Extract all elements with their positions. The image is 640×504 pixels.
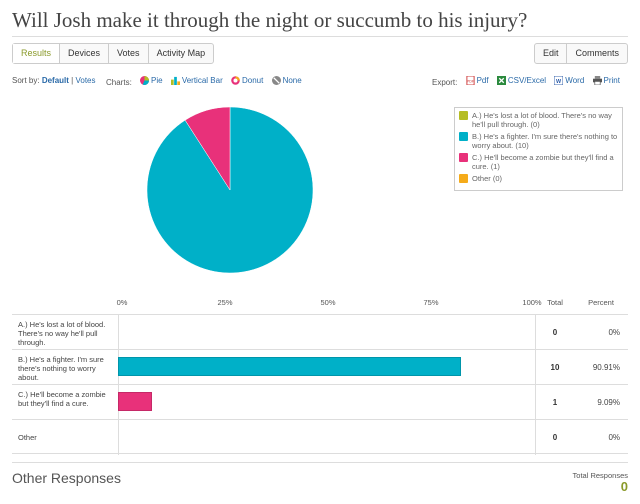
total-responses-count: 0 [620,479,628,494]
table-row: Other 0 0% [12,419,628,454]
pie-chart-icon [140,76,150,85]
total-header: Total [547,298,563,307]
sort-default-link[interactable]: Default [41,76,69,85]
chart-donut-option[interactable]: Donut [231,76,263,85]
row-total: 1 [552,398,558,407]
donut-chart-icon [231,76,240,85]
comments-button[interactable]: Comments [575,48,619,58]
axis-label-75: 75% [423,298,439,307]
table-row: B.) He's a fighter. I'm sure there's not… [12,349,628,384]
chart-pie-option[interactable]: Pie [140,76,163,85]
excel-icon [496,76,506,85]
axis-label-50: 50% [320,298,336,307]
title-divider [12,36,628,37]
pie-slice-c [184,106,231,191]
legend-swatch-c [459,153,468,162]
legend-swatch-a [459,111,468,120]
legend-label-b: B.) He's a fighter. I'm sure there's not… [472,132,618,150]
legend-item-b: B.) He's a fighter. I'm sure there's not… [459,132,618,150]
row-label: B.) He's a fighter. I'm sure there's not… [18,355,104,382]
export-print-link[interactable]: Print [592,76,620,85]
legend-swatch-b [459,132,468,141]
tab-activity-map[interactable]: Activity Map [156,48,206,58]
chart-legend: A.) He's lost a lot of blood. There's no… [454,107,623,191]
tab-devices[interactable]: Devices [60,44,110,63]
bar-chart-icon [170,76,180,85]
sort-by: Sort by: Default | Votes [12,76,96,85]
printer-icon [592,76,602,85]
svg-text:W: W [556,79,562,85]
other-responses-heading: Other Responses [12,470,121,486]
row-label: Other [18,433,37,442]
total-responses-label: Total Responses [572,471,628,480]
row-bar-c [118,392,153,411]
page-title: Will Josh make it through the night or s… [12,8,528,32]
axis-label-100: 100% [522,298,542,307]
export-pdf-link[interactable]: PDF Pdf [466,76,489,85]
legend-item-c: C.) He'll become a zombie but they'll fi… [459,153,618,171]
row-percent: 9.09% [597,398,620,407]
results-table: 0% 25% 50% 75% 100% Total Percent A.) He… [12,296,628,456]
export-options: Export: PDF Pdf CSV/Excel W Word Print [432,76,620,87]
edit-button[interactable]: Edit [535,44,568,63]
sort-separator: | [71,76,74,85]
row-label: C.) He'll become a zombie but they'll fi… [18,390,106,408]
svg-text:PDF: PDF [466,79,474,83]
row-percent: 0% [608,328,620,337]
export-label: Export: [432,78,458,87]
none-icon [271,76,281,85]
table-row: C.) He'll become a zombie but they'll fi… [12,384,628,419]
chart-type-options: Charts: Pie Vertical Bar Donut None [106,76,302,87]
sort-by-label: Sort by: [12,76,40,85]
axis-label-25: 25% [217,298,233,307]
pie-chart [146,106,314,274]
legend-label-a: A.) He's lost a lot of blood. There's no… [472,111,612,129]
legend-label-other: Other (0) [472,174,503,183]
legend-swatch-other [459,174,468,183]
export-word-link[interactable]: W Word [554,76,585,85]
sort-votes-link[interactable]: Votes [75,76,96,85]
axis-label-0: 0% [116,298,128,307]
tab-results[interactable]: Results [13,44,61,63]
row-label: A.) He's lost a lot of blood. There's no… [18,320,106,347]
legend-item-other: Other (0) [459,174,618,183]
view-tabs: Results Devices Votes Activity Map [12,43,215,64]
legend-item-a: A.) He's lost a lot of blood. There's no… [459,111,618,129]
export-csv-link[interactable]: CSV/Excel [496,76,546,85]
total-responses: Total Responses 0 [573,471,628,493]
tab-votes[interactable]: Votes [109,44,149,63]
chart-none-option[interactable]: None [271,76,302,85]
charts-label: Charts: [106,78,132,87]
action-buttons: Edit Comments [533,43,628,64]
row-total: 0 [552,433,558,442]
section-divider [12,462,628,463]
legend-label-c: C.) He'll become a zombie but they'll fi… [472,153,614,171]
word-icon: W [554,76,564,85]
table-row: A.) He's lost a lot of blood. There's no… [12,314,628,349]
row-bar-b [118,357,461,376]
pdf-icon: PDF [466,76,474,85]
row-percent: 90.91% [592,363,620,372]
row-total: 10 [550,363,560,372]
row-percent: 0% [608,433,620,442]
chart-vertical-bar-option[interactable]: Vertical Bar [170,76,223,85]
percent-header: Percent [588,298,614,307]
row-total: 0 [552,328,558,337]
